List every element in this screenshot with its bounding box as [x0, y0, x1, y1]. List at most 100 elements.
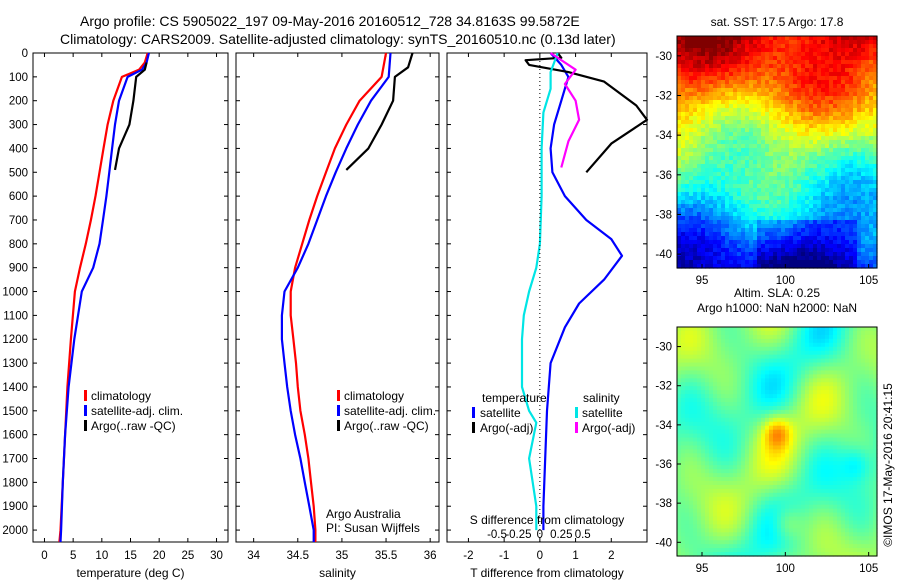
heatmap-cell	[689, 409, 694, 415]
heatmap-cell	[765, 184, 770, 189]
heatmap-cell	[841, 48, 846, 53]
heatmap-cell	[861, 136, 866, 141]
heatmap-cell	[761, 350, 766, 356]
heatmap-cell	[797, 536, 802, 541]
heatmap-cell	[677, 378, 682, 383]
heatmap-cell	[785, 358, 790, 364]
heatmap-cell	[689, 172, 694, 177]
heatmap-cell	[761, 64, 766, 69]
heatmap-cell	[805, 152, 810, 157]
heatmap-cell	[805, 124, 810, 129]
heatmap-cell	[873, 48, 878, 53]
heatmap-cell	[737, 327, 742, 332]
heatmap-cell	[801, 136, 806, 141]
heatmap-cell	[865, 200, 870, 205]
heatmap-cell	[757, 409, 762, 415]
heatmap-cell	[689, 232, 694, 237]
heatmap-cell	[809, 264, 814, 269]
heatmap-cell	[753, 80, 758, 85]
heatmap-cell	[801, 44, 806, 49]
heatmap-cell	[753, 334, 758, 340]
heatmap-cell	[681, 540, 686, 545]
heatmap-cell	[821, 244, 826, 249]
heatmap-cell	[689, 354, 694, 360]
heatmap-cell	[809, 80, 814, 85]
heatmap-cell	[861, 264, 866, 269]
heatmap-cell	[789, 140, 794, 145]
heatmap-cell	[769, 382, 774, 387]
heatmap-cell	[737, 528, 742, 533]
heatmap-cell	[741, 378, 746, 383]
heatmap-cell	[777, 327, 782, 332]
heatmap-cell	[869, 156, 874, 161]
heatmap-cell	[793, 164, 798, 169]
heatmap-cell	[797, 252, 802, 257]
heatmap-cell	[821, 40, 826, 45]
heatmap-cell	[781, 200, 786, 205]
heatmap-cell	[841, 264, 846, 269]
heatmap-cell	[857, 60, 862, 65]
heatmap-cell	[721, 473, 726, 478]
heatmap-cell	[849, 184, 854, 189]
heatmap-cell	[785, 409, 790, 415]
heatmap-cell	[689, 244, 694, 249]
heatmap-cell	[689, 540, 694, 545]
heatmap-cell	[789, 264, 794, 269]
heatmap-cell	[821, 184, 826, 189]
heatmap-cell	[701, 421, 706, 427]
heatmap-cell	[805, 220, 810, 225]
heatmap-cell	[685, 374, 690, 379]
heatmap-cell	[693, 390, 698, 395]
heatmap-cell	[769, 40, 774, 45]
heatmap-cell	[725, 264, 730, 269]
heatmap-cell	[821, 224, 826, 229]
heatmap-cell	[869, 260, 874, 265]
heatmap-cell	[721, 413, 726, 419]
heatmap-cell	[825, 224, 830, 229]
heatmap-cell	[677, 224, 682, 229]
heatmap-cell	[757, 417, 762, 423]
heatmap-cell	[761, 346, 766, 352]
heatmap-cell	[689, 480, 694, 486]
heatmap-cell	[793, 68, 798, 73]
heatmap-cell	[857, 216, 862, 221]
heatmap-cell	[757, 228, 762, 233]
heatmap-cell	[693, 140, 698, 145]
heatmap-cell	[741, 236, 746, 241]
heatmap-cell	[789, 437, 794, 443]
heatmap-cell	[697, 164, 702, 169]
heatmap-cell	[709, 390, 714, 395]
heatmap-cell	[869, 76, 874, 81]
heatmap-cell	[745, 72, 750, 77]
heatmap-cell	[825, 256, 830, 261]
heatmap-cell	[689, 441, 694, 447]
heatmap-cell	[757, 374, 762, 379]
heatmap-cell	[821, 136, 826, 141]
heatmap-cell	[789, 480, 794, 486]
heatmap-cell	[817, 144, 822, 149]
heatmap-cell	[853, 92, 858, 97]
heatmap-cell	[781, 532, 786, 537]
heatmap-cell	[825, 140, 830, 145]
heatmap-cell	[697, 544, 702, 549]
heatmap-cell	[709, 484, 714, 490]
heatmap-cell	[701, 40, 706, 45]
heatmap-cell	[729, 40, 734, 45]
heatmap-cell	[781, 120, 786, 125]
heatmap-cell	[781, 48, 786, 53]
heatmap-cell	[709, 334, 714, 340]
heatmap-cell	[741, 232, 746, 237]
heatmap-cell	[785, 421, 790, 427]
heatmap-cell	[709, 52, 714, 57]
heatmap-cell	[693, 496, 698, 502]
heatmap-cell	[685, 394, 690, 399]
heatmap-cell	[829, 116, 834, 121]
heatmap-cell	[809, 164, 814, 169]
heatmap-cell	[749, 552, 754, 557]
heatmap-cell	[697, 168, 702, 173]
heatmap-cell	[721, 540, 726, 545]
heatmap-cell	[869, 228, 874, 233]
heatmap-cell	[681, 192, 686, 197]
heatmap-cell	[737, 68, 742, 73]
heatmap-cell	[873, 192, 878, 197]
